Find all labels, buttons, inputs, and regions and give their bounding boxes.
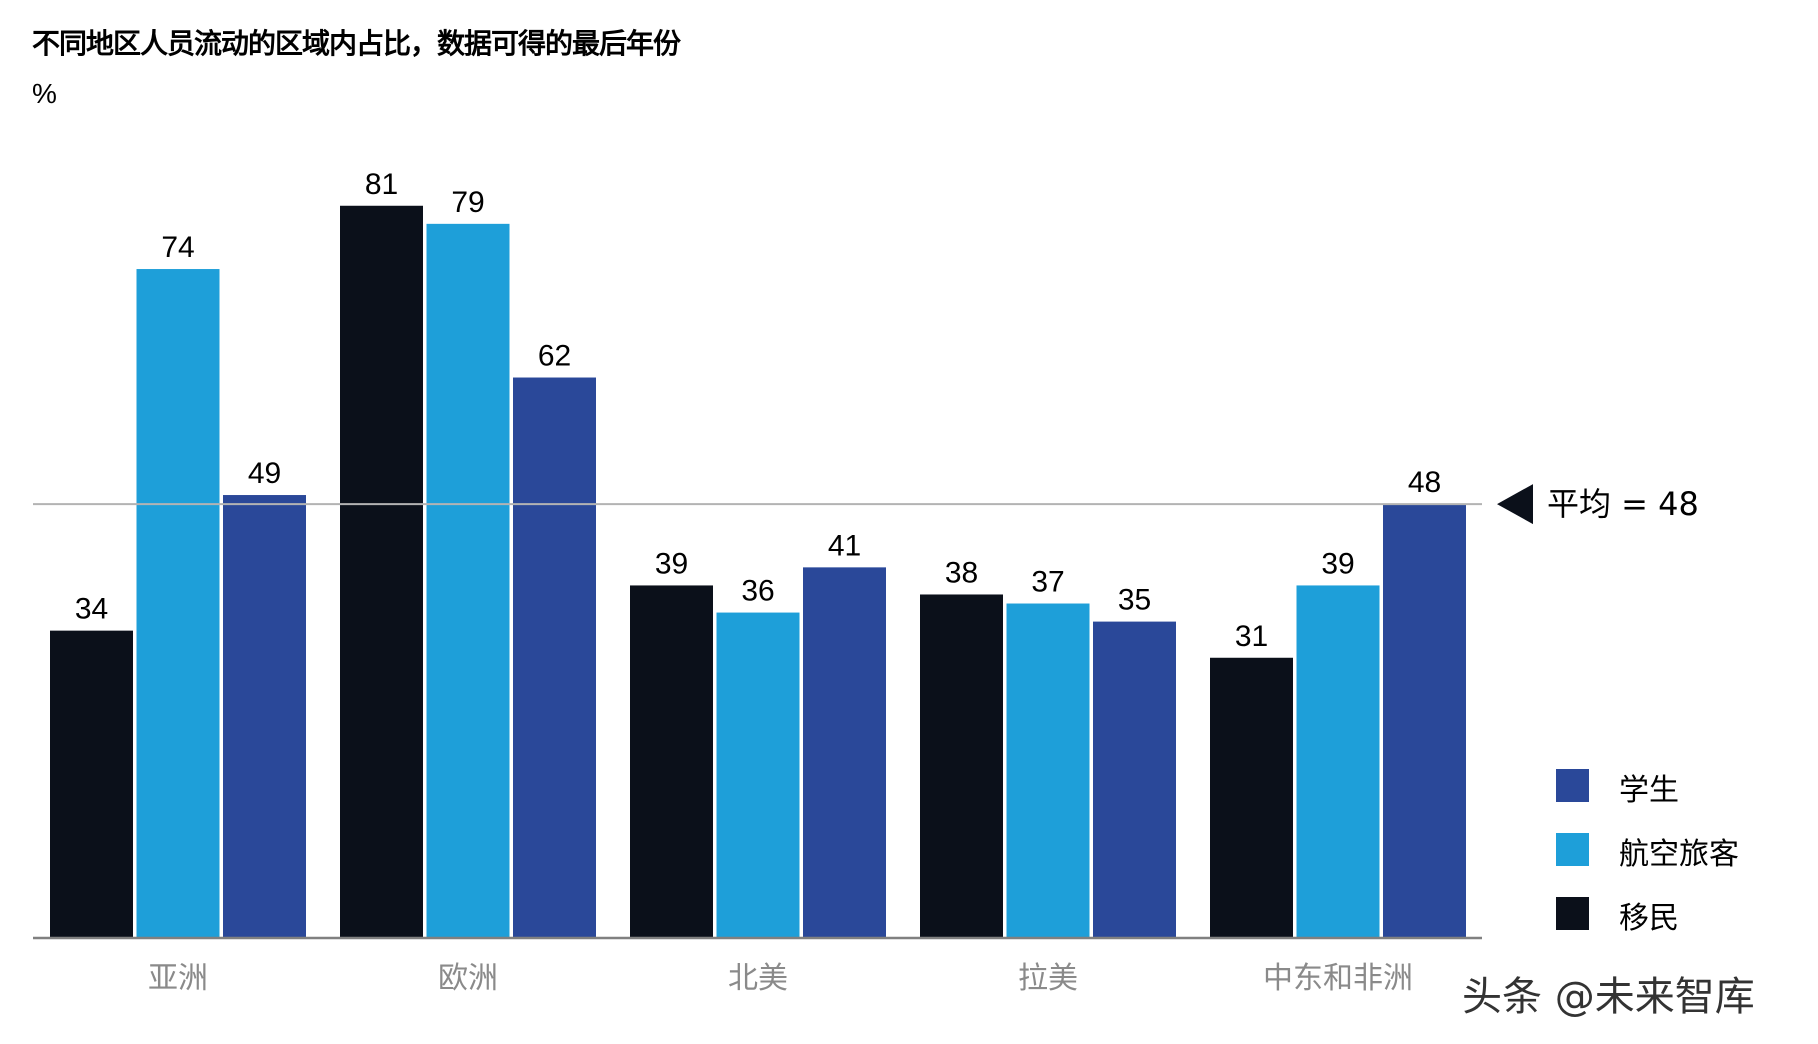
data-label: 62	[538, 340, 571, 373]
data-label: 35	[1118, 584, 1151, 617]
bar	[1210, 657, 1293, 938]
legend-swatch	[1556, 769, 1589, 802]
bar	[1006, 603, 1090, 938]
chart-title: 不同地区人员流动的区域内占比，数据可得的最后年份	[32, 27, 681, 60]
legend-swatch	[1556, 897, 1589, 930]
bar	[223, 495, 306, 938]
bar	[920, 594, 1003, 938]
legend-label: 学生	[1619, 773, 1679, 808]
category-label: 中东和非洲	[1263, 961, 1413, 996]
bar	[1383, 504, 1466, 938]
legend-label: 航空旅客	[1619, 837, 1739, 872]
data-label: 41	[828, 529, 861, 562]
bar	[50, 630, 133, 938]
category-label: 欧洲	[438, 961, 498, 996]
data-label: 31	[1235, 620, 1268, 653]
data-label: 79	[451, 186, 484, 219]
category-label: 拉美	[1018, 961, 1078, 996]
data-label: 48	[1408, 466, 1441, 499]
bar	[803, 567, 886, 938]
bar	[1296, 585, 1380, 938]
data-label: 37	[1031, 566, 1064, 599]
data-label: 38	[945, 556, 978, 589]
data-label: 74	[161, 231, 194, 264]
legend-label: 移民	[1619, 901, 1679, 936]
data-label: 39	[1321, 547, 1354, 580]
data-label: 81	[365, 168, 398, 201]
category-label: 北美	[728, 961, 788, 996]
average-arrow-icon	[1497, 484, 1533, 525]
average-label: 平均 = 48	[1547, 485, 1699, 523]
bar	[136, 269, 220, 938]
bar	[630, 585, 713, 938]
data-label: 39	[655, 547, 688, 580]
data-label: 34	[75, 593, 108, 626]
bar	[716, 612, 800, 938]
bar	[1093, 621, 1176, 938]
data-label: 49	[248, 457, 281, 490]
data-label: 36	[741, 575, 774, 608]
bar	[426, 223, 510, 939]
bar	[340, 205, 423, 938]
y-axis-unit: %	[32, 78, 57, 109]
bar	[513, 377, 596, 938]
category-label: 亚洲	[148, 961, 208, 996]
legend-swatch	[1556, 833, 1589, 866]
watermark: 头条 @未来智库	[1462, 974, 1755, 1020]
